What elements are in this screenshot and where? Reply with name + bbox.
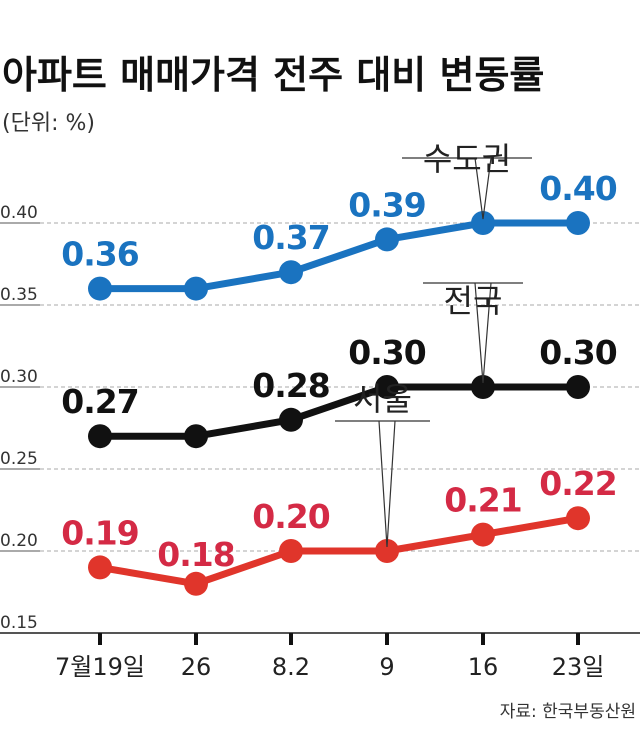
callout-pointer	[378, 420, 396, 548]
data-label: 0.18	[157, 535, 234, 574]
xtick-label: 9	[379, 653, 394, 681]
data-label: 0.37	[252, 218, 329, 257]
data-point	[279, 407, 303, 432]
data-point	[375, 375, 399, 399]
data-point	[88, 424, 112, 449]
data-point	[279, 539, 303, 563]
source-note: 자료: 한국부동산원	[500, 702, 636, 722]
data-label: 0.20	[252, 497, 329, 536]
data-label: 0.40	[539, 169, 616, 208]
data-label: 0.36	[61, 235, 138, 274]
series-0: 0.36 0.37 0.39 0.40 수도권	[61, 140, 618, 301]
data-point	[566, 375, 590, 399]
data-label: 0.28	[252, 366, 329, 405]
data-point	[184, 571, 208, 596]
xtick-label: 8.2	[272, 653, 310, 681]
data-label: 0.39	[348, 185, 425, 224]
series-name-label: 수도권	[423, 140, 511, 178]
ytick-label: 0.15	[0, 613, 38, 633]
data-label: 0.30	[348, 333, 425, 372]
data-point	[471, 522, 495, 547]
series-line	[100, 219, 578, 293]
data-point	[566, 506, 590, 531]
data-point	[375, 227, 399, 252]
data-point	[88, 555, 112, 580]
ytick-label: 0.35	[0, 285, 38, 305]
unit-label: (단위: %)	[2, 111, 95, 136]
ytick-label: 0.40	[0, 203, 38, 223]
series-name-label: 서울	[353, 380, 412, 418]
data-point	[184, 276, 208, 301]
xtick-label: 23일	[552, 653, 605, 681]
data-point	[471, 375, 495, 399]
ytick-label: 0.20	[0, 531, 38, 551]
data-point	[471, 211, 495, 235]
xtick-label: 16	[468, 653, 499, 681]
data-point	[375, 539, 399, 563]
data-point	[184, 424, 208, 449]
data-label: 0.22	[539, 464, 616, 503]
callout-pointer	[474, 157, 492, 220]
series-2: 0.19 0.18 0.20 0.21 0.22 서울	[61, 380, 618, 596]
data-label: 0.27	[61, 382, 138, 421]
data-label: 0.21	[444, 481, 521, 520]
data-label: 0.30	[539, 333, 616, 372]
data-point	[279, 260, 303, 285]
data-point	[566, 211, 590, 235]
ytick-label: 0.30	[0, 367, 38, 387]
ytick-label: 0.25	[0, 449, 38, 469]
chart-title: 아파트 매매가격 전주 대비 변동률	[2, 53, 544, 97]
xtick-label: 7월19일	[55, 653, 145, 681]
xtick-label: 26	[181, 653, 212, 681]
callout-pointer	[474, 282, 492, 384]
series-1: 0.27 0.28 0.30 0.30 전국	[61, 282, 618, 449]
data-label: 0.19	[61, 513, 138, 552]
series-name-label: 전국	[444, 282, 503, 320]
series-line	[100, 383, 578, 440]
series-line	[99, 514, 579, 588]
data-point	[88, 276, 112, 301]
